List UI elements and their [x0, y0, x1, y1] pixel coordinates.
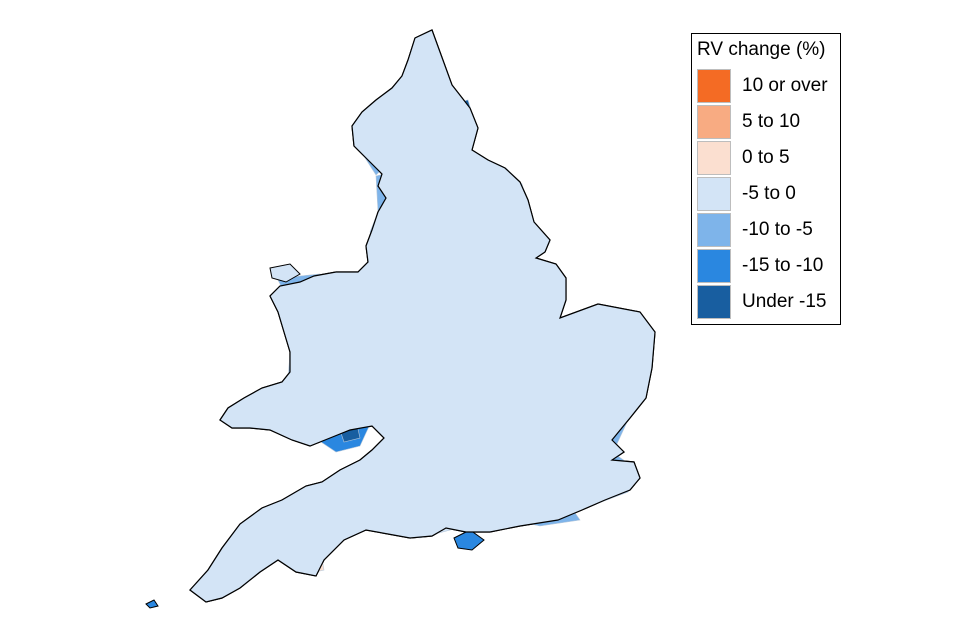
legend-swatch: [697, 141, 731, 175]
legend-swatch: [697, 285, 731, 319]
legend-item: -5 to 0: [697, 177, 837, 213]
legend-swatch: [697, 249, 731, 283]
legend-label: 10 or over: [742, 75, 828, 96]
islands: [145, 263, 485, 609]
legend-swatch: [697, 69, 731, 103]
legend-item: 5 to 10: [697, 105, 837, 141]
scilly-isles: [145, 599, 159, 609]
legend-swatch: [697, 213, 731, 247]
legend-swatch: [697, 177, 731, 211]
legend-item: -10 to -5: [697, 213, 837, 249]
legend-item: 10 or over: [697, 69, 837, 105]
legend-label: Under -15: [742, 291, 827, 312]
legend-item: Under -15: [697, 285, 837, 321]
map-legend: RV change (%) 10 or over 5 to 10 0 to 5 -5 …: [691, 33, 841, 325]
legend-label: 0 to 5: [742, 147, 790, 168]
legend-item: -15 to -10: [697, 249, 837, 285]
legend-label: -5 to 0: [742, 183, 796, 204]
legend-item: 0 to 5: [697, 141, 837, 177]
legend-swatch: [697, 105, 731, 139]
region-isle-of-wight: [453, 529, 485, 551]
legend-label: 5 to 10: [742, 111, 801, 132]
legend-label: -15 to -10: [742, 255, 824, 276]
anglesey: [269, 263, 301, 283]
legend-title: RV change (%): [697, 39, 826, 60]
legend-label: -10 to -5: [742, 219, 813, 240]
